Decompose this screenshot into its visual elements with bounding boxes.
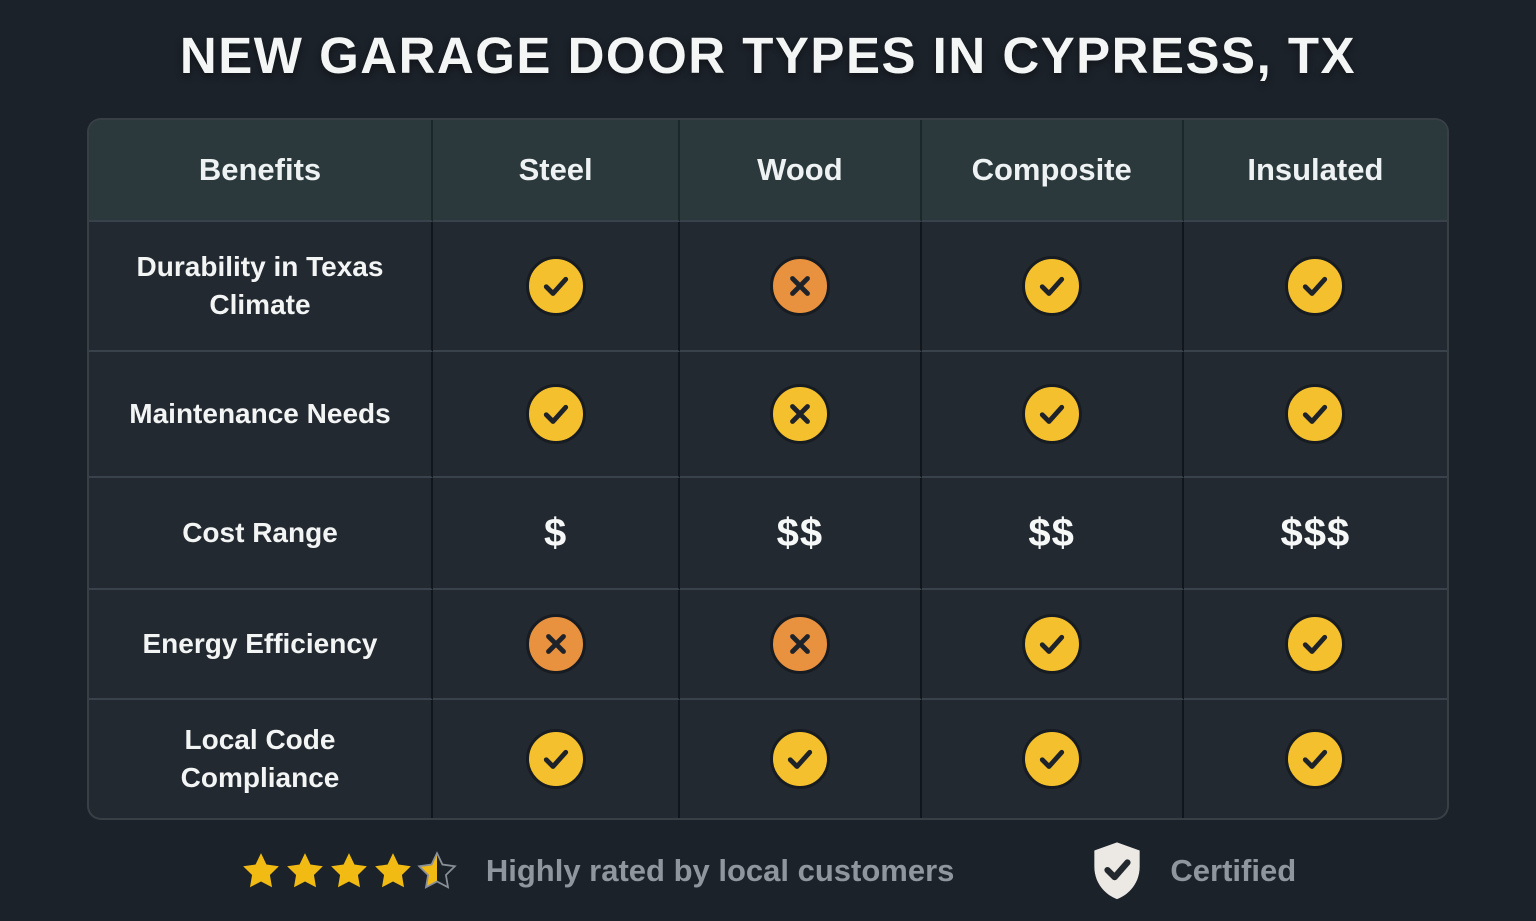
check-icon [1285,729,1346,789]
column-header-wood: Wood [680,120,922,222]
star-icon [242,852,279,887]
table-row: Maintenance Needs [89,352,1447,478]
table-row: Cost Range $ $$ $$ $$$ [89,478,1447,590]
cross-icon [769,614,830,674]
cross-icon [769,256,830,316]
column-header-benefits: Benefits [89,120,433,222]
row-label: Energy Efficiency [142,628,378,660]
column-header-insulated: Insulated [1183,120,1447,222]
rating-text: Highly rated by local customers [485,852,955,888]
check-icon [1021,256,1082,316]
table-cell: $$ [680,478,922,590]
check-icon [1285,256,1346,316]
page-title: NEW GARAGE DOOR TYPES IN CYPRESS, TX [179,27,1357,84]
table-cell [922,700,1184,818]
row-label: Durability in Texas Climate [136,251,384,320]
table-row: Local Code Compliance [89,700,1447,818]
table-cell [680,590,922,700]
cost-value: $$ [776,510,824,555]
certified-shield-icon [1094,841,1141,899]
check-icon [1021,729,1082,789]
table-cell [1184,700,1447,818]
cost-value: $ [543,510,568,555]
column-header-composite: Composite [921,120,1184,222]
cross-icon [525,614,586,674]
table-cell [432,352,681,478]
star-icon [286,852,323,887]
cross-icon [769,384,830,444]
table-cell: $$ [921,478,1184,590]
check-icon [769,729,830,789]
check-icon [1285,614,1346,674]
check-icon [1285,384,1346,444]
table-cell [433,700,681,818]
table-cell [1183,222,1447,352]
table-cell: $ [432,478,681,590]
certified-label: Certified [1170,852,1297,888]
table-header-row: Benefits Steel Wood Composite Insulated [89,120,1447,222]
half-star-icon [417,850,457,889]
check-icon [525,384,586,444]
table-cell [921,590,1184,700]
star-icon [374,852,411,887]
certified-group: Certified [1088,840,1296,902]
cost-value: $$$ [1280,510,1351,555]
check-icon [1021,614,1082,674]
table-cell [432,222,681,352]
rating-stars [240,850,458,892]
table-cell [921,352,1184,478]
row-label: Local Code Compliance [180,724,340,793]
table-row: Durability in Texas Climate [89,222,1447,352]
rating-group: Highly rated by local customers [240,850,955,892]
table-cell [680,700,922,818]
table-cell [1183,590,1447,700]
table-cell: $$$ [1183,478,1447,590]
star-icon [330,852,367,887]
table-cell [680,222,922,352]
cost-value: $$ [1028,510,1075,555]
footer: Highly rated by local customers Certifie… [0,820,1536,921]
row-label: Maintenance Needs [129,398,391,430]
table-cell [1183,352,1447,478]
check-icon [1021,384,1082,444]
column-header-steel: Steel [432,120,681,222]
table-row: Energy Efficiency [89,590,1447,700]
table-cell [680,352,922,478]
table-cell [921,222,1184,352]
comparison-table: Benefits Steel Wood Composite Insulated Dura… [87,118,1449,820]
table-cell [432,590,681,700]
check-icon [525,729,586,789]
table-body: Durability in Texas Climate Maintenance N… [89,222,1447,818]
row-label: Cost Range [182,517,338,549]
check-icon [525,256,586,316]
